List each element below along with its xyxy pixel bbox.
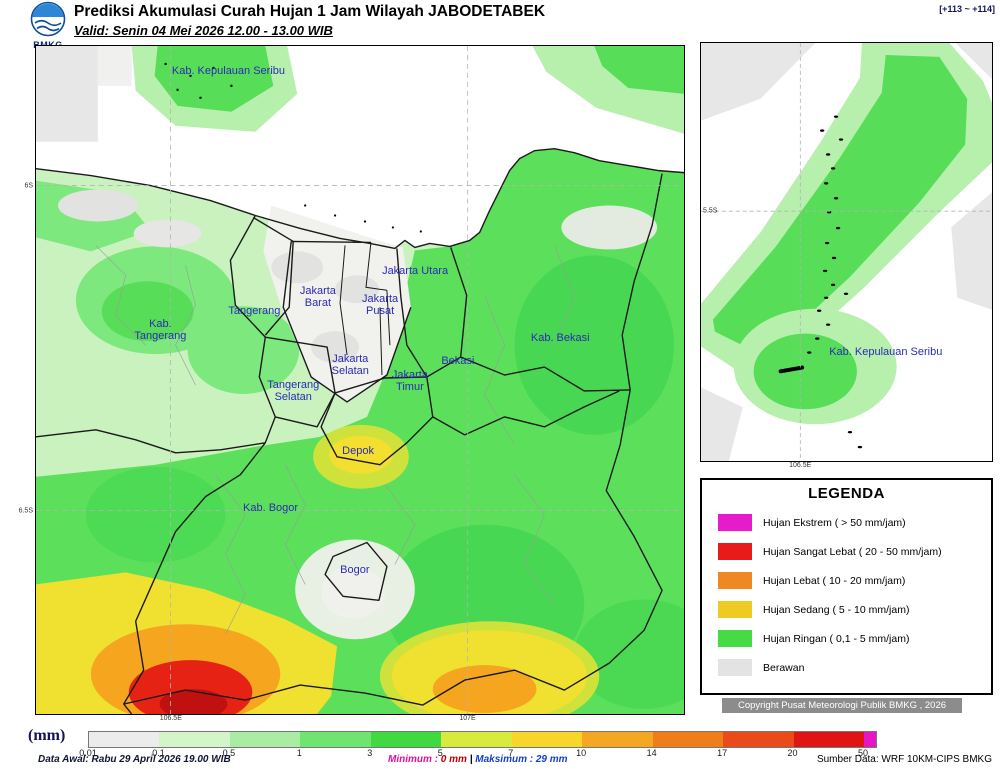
colorbar-tick-label: 5 xyxy=(437,748,443,758)
legend-swatch xyxy=(718,572,752,589)
colorbar-tick-label: 14 xyxy=(646,748,657,758)
legend-item: Hujan Lebat ( 10 - 20 mm/jam) xyxy=(702,566,991,595)
lat-tick-label: 6.5S xyxy=(18,507,33,515)
legend-swatch xyxy=(718,630,752,647)
legend-items: Hujan Ekstrem ( > 50 mm/jam) Hujan Sangat… xyxy=(702,508,991,682)
main-map-canvas xyxy=(36,46,684,714)
colorbar-tick-label: 20 xyxy=(787,748,798,758)
main-map: Kab. Kepulauan Seribu Jakarta Utara Jakart… xyxy=(19,45,685,722)
legend-swatch xyxy=(718,514,752,531)
colorbar-segment xyxy=(370,732,442,747)
maksimum-value: 29 mm xyxy=(535,754,568,765)
colorbar-segment xyxy=(441,732,512,747)
legend-label: Berawan xyxy=(763,661,805,674)
colorbar-tick-label: 10 xyxy=(576,748,587,758)
minmax-separator: | xyxy=(469,754,473,765)
inset-map-canvas xyxy=(701,43,992,461)
legend-label: Hujan Ekstrem ( > 50 mm/jam) xyxy=(763,516,906,529)
maksimum-label: Maksimum : xyxy=(475,754,534,765)
bmkg-logo: BMKG xyxy=(25,1,71,50)
colorbar-ticks: 0.01 0.1 0.5 1 3 5 7 10 14 17 20 50 xyxy=(79,748,875,759)
legend-label: Hujan Lebat ( 10 - 20 mm/jam) xyxy=(763,574,906,587)
legend-title: LEGENDA xyxy=(808,485,885,502)
minimum-value: 0 mm xyxy=(440,754,467,765)
forecast-frame-range: [+113 ~ +114] xyxy=(939,4,995,14)
colorbar-tick-label: 3 xyxy=(367,748,373,758)
inset-lat-tick-label: 5.5S xyxy=(703,207,718,215)
data-awal-text: Data Awal: Rabu 29 April 2026 19.00 WIB xyxy=(38,754,231,765)
min-max-text: Minimum : 0 mm | Maksimum : 29 mm xyxy=(388,754,568,765)
legend-item: Berawan xyxy=(702,653,991,682)
legend-panel: LEGENDA Hujan Ekstrem ( > 50 mm/jam) Huja… xyxy=(700,478,993,695)
legend-label: Hujan Sangat Lebat ( 20 - 50 mm/jam) xyxy=(763,545,942,558)
colorbar-segment xyxy=(229,732,301,747)
legend-item: Hujan Ekstrem ( > 50 mm/jam) xyxy=(702,508,991,537)
colorbar-segment xyxy=(159,732,230,747)
bmkg-logo-icon xyxy=(30,1,66,37)
colorbar-tick-label: 50 xyxy=(857,748,869,758)
colorbar-overflow-segment xyxy=(863,732,876,747)
colorbar-segment xyxy=(793,732,864,747)
colorbar-tick-label: 7 xyxy=(508,748,514,758)
colorbar-tick-label: 0.5 xyxy=(222,748,236,758)
colorbar-tick-label: 0.1 xyxy=(152,748,165,758)
colorbar-segment xyxy=(511,732,583,747)
page-title: Prediksi Akumulasi Curah Hujan 1 Jam Wil… xyxy=(74,3,546,20)
colorbar-segment xyxy=(300,732,371,747)
inset-map-kepulauan-seribu: Kab. Kepulauan Seribu 5.5S 106.5E xyxy=(700,42,993,469)
lon-tick-label: 106.5E xyxy=(159,715,182,722)
minimum-label: Minimum : xyxy=(388,754,438,765)
colorbar-tick-label: 0.01 xyxy=(79,748,97,758)
inset-lon-tick-label: 106.5E xyxy=(789,462,812,469)
legend-item: Hujan Sangat Lebat ( 20 - 50 mm/jam) xyxy=(702,537,991,566)
legend-swatch xyxy=(718,543,752,560)
colorbar-tick-label: 1 xyxy=(296,748,302,758)
legend-label: Hujan Sedang ( 5 - 10 mm/jam) xyxy=(763,603,910,616)
colorbar-segment xyxy=(652,732,724,747)
legend-swatch xyxy=(718,659,752,676)
legend-item: Hujan Ringan ( 0,1 - 5 mm/jam) xyxy=(702,624,991,653)
lat-tick-label: 6S xyxy=(24,182,33,190)
valid-time-subtitle: Valid: Senin 04 Mei 2026 12.00 - 13.00 W… xyxy=(74,23,333,38)
lon-tick-label: 107E xyxy=(459,715,476,722)
legend-item: Hujan Sedang ( 5 - 10 mm/jam) xyxy=(702,595,991,624)
legend-label: Hujan Ringan ( 0,1 - 5 mm/jam) xyxy=(763,632,910,645)
legend-swatch xyxy=(718,601,752,618)
colorbar-unit-label: (mm) xyxy=(28,727,66,744)
copyright-bar: Copyright Pusat Meteorologi Publik BMKG … xyxy=(722,698,962,713)
colorbar-segment xyxy=(582,732,653,747)
sumber-data-text: Sumber Data: WRF 10KM-CIPS BMKG xyxy=(816,754,992,765)
colorbar-tick-label: 17 xyxy=(717,748,728,758)
colorbar xyxy=(88,731,877,748)
colorbar-segment xyxy=(89,732,160,747)
colorbar-segment xyxy=(723,732,794,747)
